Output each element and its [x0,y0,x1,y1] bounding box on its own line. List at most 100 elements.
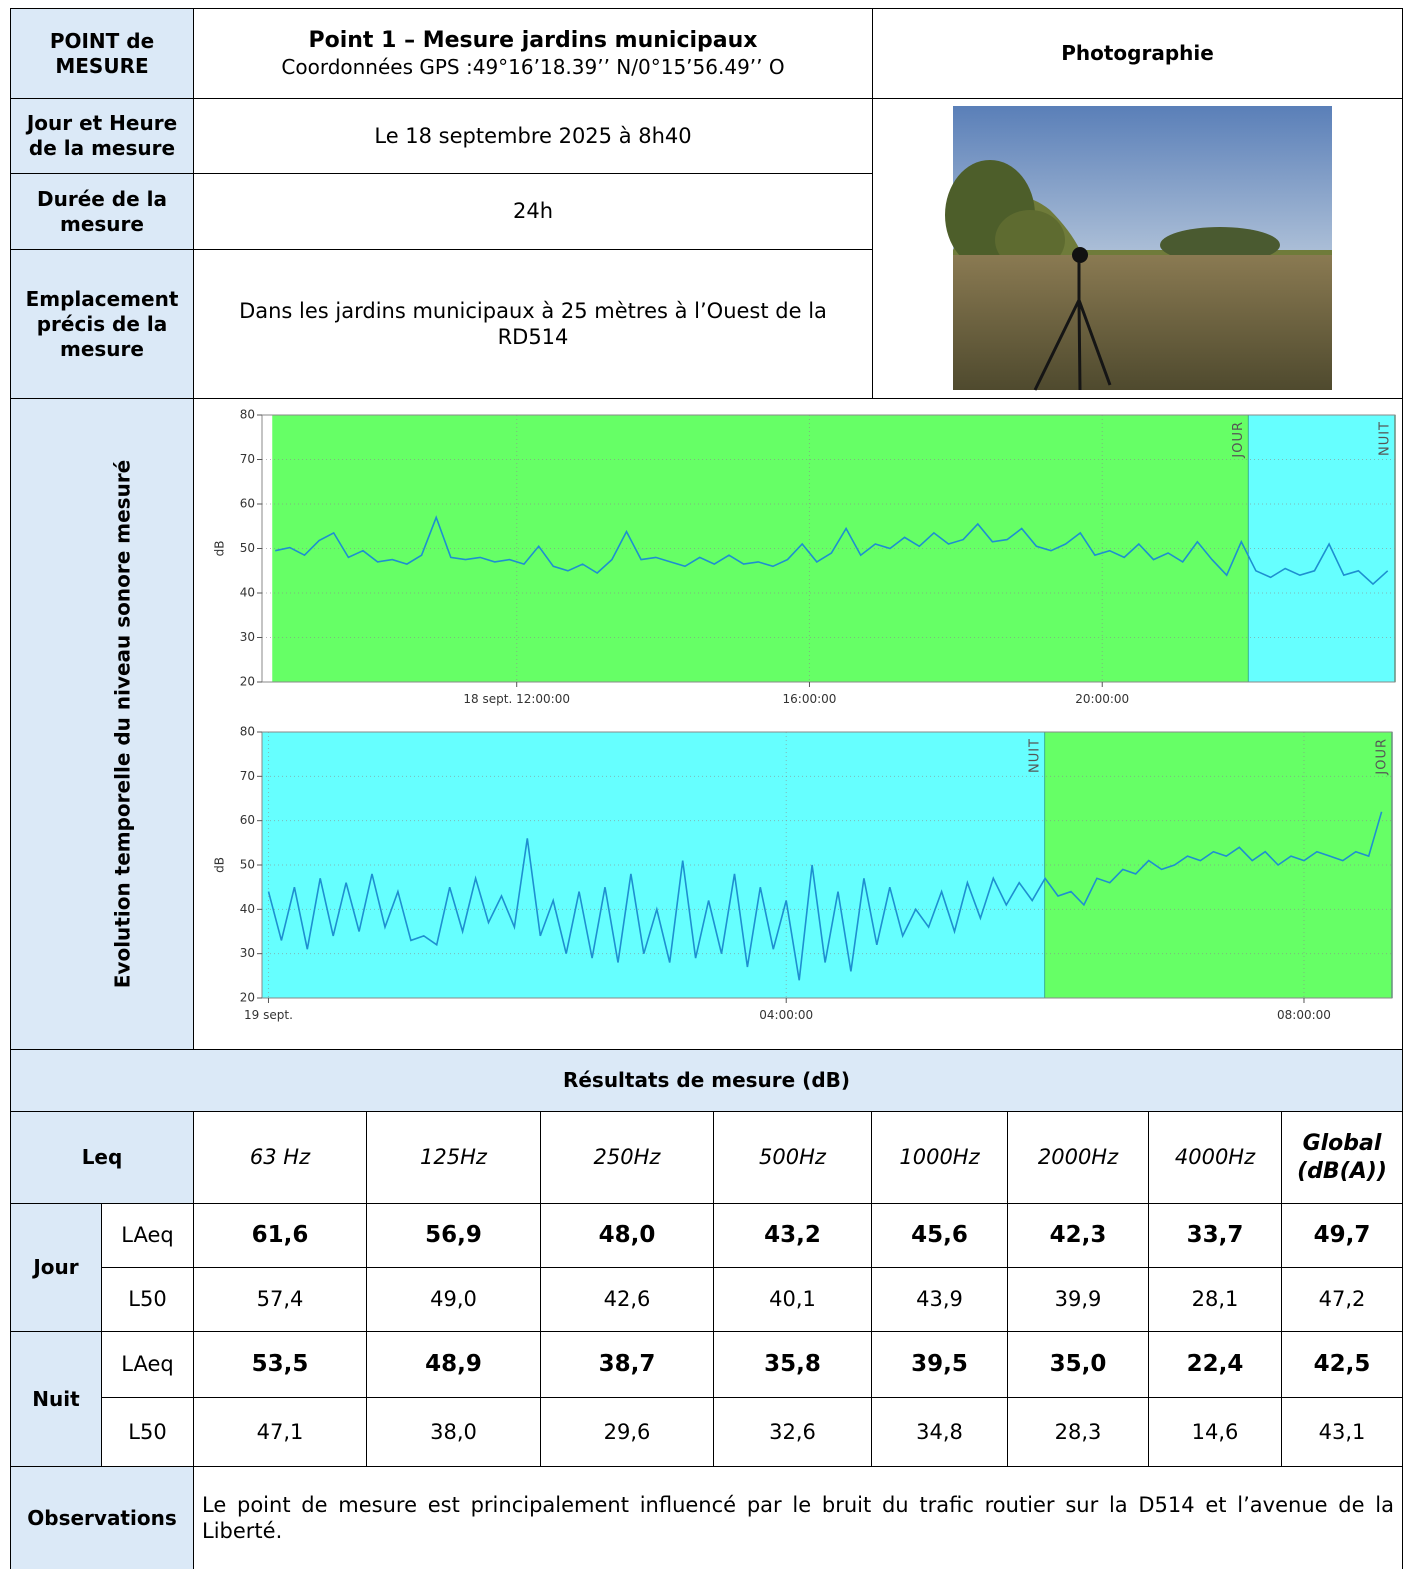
point-label-text: POINT de MESURE [19,29,185,79]
result-value: 35,8 [713,1331,871,1397]
leq-header: Leq [10,1111,193,1203]
result-value: 49,0 [366,1267,540,1331]
result-value: 57,4 [193,1267,366,1331]
period-name-text: Jour [33,1255,78,1280]
indicator-label-text: LAeq [121,1222,173,1248]
indicator-label: LAeq [101,1331,193,1397]
period-name: Nuit [10,1331,101,1466]
result-value: 42,3 [1007,1203,1148,1267]
result-value-text: 33,7 [1187,1221,1244,1250]
result-value-text: 28,3 [1055,1419,1102,1445]
result-value-text: 35,8 [764,1350,821,1379]
frequency-header-text: 1000Hz [899,1144,979,1170]
point-label: POINT de MESURE [10,8,193,98]
period-name: Jour [10,1203,101,1331]
frequency-header-text: 2000Hz [1038,1144,1118,1170]
result-value-text: 49,7 [1314,1221,1371,1250]
info-value: 24h [193,173,872,249]
result-value: 49,7 [1281,1203,1403,1267]
result-value-text: 48,0 [599,1221,656,1250]
result-value-text: 39,5 [911,1350,968,1379]
result-value: 38,7 [540,1331,713,1397]
frequency-header-text: 500Hz [759,1144,826,1170]
result-value: 42,5 [1281,1331,1403,1397]
observations-text-text: Le point de mesure est principalement in… [202,1492,1394,1545]
result-value-text: 47,1 [257,1419,304,1445]
frequency-header: 250Hz [540,1111,713,1203]
indicator-label: LAeq [101,1203,193,1267]
result-value-text: 56,9 [425,1221,482,1250]
result-value-text: 40,1 [769,1286,816,1312]
info-label: Emplacement précis de la mesure [10,249,193,398]
result-value-text: 38,7 [599,1350,656,1379]
result-value: 34,8 [871,1397,1007,1466]
frequency-header: 500Hz [713,1111,871,1203]
info-value-text: 24h [513,198,553,224]
result-value-text: 61,6 [252,1221,309,1250]
info-label-text: Jour et Heure de la mesure [19,111,185,161]
result-value: 39,5 [871,1331,1007,1397]
photo-label-text: Photographie [1061,41,1214,66]
result-value: 56,9 [366,1203,540,1267]
frequency-header: 63 Hz [193,1111,366,1203]
result-value-text: 42,6 [604,1286,651,1312]
result-value: 48,9 [366,1331,540,1397]
results-title-text: Résultats de mesure (dB) [563,1068,850,1093]
indicator-label: L50 [101,1397,193,1466]
result-value: 43,2 [713,1203,871,1267]
frequency-header: 125Hz [366,1111,540,1203]
results-title: Résultats de mesure (dB) [10,1049,1403,1111]
result-value-text: 47,2 [1319,1286,1366,1312]
info-value: Dans les jardins municipaux à 25 mètres … [193,249,872,398]
result-value-text: 32,6 [769,1419,816,1445]
result-value: 28,1 [1148,1267,1281,1331]
result-value: 48,0 [540,1203,713,1267]
observations-text: Le point de mesure est principalement in… [193,1466,1403,1569]
result-value: 35,0 [1007,1331,1148,1397]
result-value-text: 49,0 [430,1286,477,1312]
indicator-label-text: L50 [128,1419,166,1445]
info-value-text: Dans les jardins municipaux à 25 mètres … [202,298,864,351]
result-value-text: 29,6 [604,1419,651,1445]
point-title-text: Point 1 – Mesure jardins municipaux [308,27,757,55]
photo-cell [872,98,1403,398]
frequency-header-text: 4000Hz [1175,1144,1255,1170]
frequency-header-text: 125Hz [420,1144,487,1170]
period-name-text: Nuit [32,1387,79,1412]
photo-label: Photographie [872,8,1403,98]
indicator-label-text: L50 [128,1286,166,1312]
result-value-text: 45,6 [911,1221,968,1250]
result-value-text: 38,0 [430,1419,477,1445]
result-value: 28,3 [1007,1397,1148,1466]
result-value-text: 53,5 [252,1350,309,1379]
info-value: Le 18 septembre 2025 à 8h40 [193,98,872,173]
result-value-text: 39,9 [1055,1286,1102,1312]
frequency-header-text: Global (dB(A)) [1284,1130,1400,1185]
observations-label-text: Observations [27,1506,176,1531]
result-value-text: 43,1 [1319,1419,1366,1445]
chart-cell [193,398,1403,1049]
result-value: 42,6 [540,1267,713,1331]
result-value: 39,9 [1007,1267,1148,1331]
frequency-header: 4000Hz [1148,1111,1281,1203]
frequency-header: 2000Hz [1007,1111,1148,1203]
frequency-header: 1000Hz [871,1111,1007,1203]
result-value: 53,5 [193,1331,366,1397]
frequency-header-text: 250Hz [594,1144,661,1170]
result-value-text: 42,5 [1314,1350,1371,1379]
info-label-text: Emplacement précis de la mesure [19,287,185,362]
info-label: Durée de la mesure [10,173,193,249]
result-value: 43,9 [871,1267,1007,1331]
result-value-text: 43,2 [764,1221,821,1250]
frequency-header-text: 63 Hz [250,1144,310,1170]
result-value-text: 14,6 [1192,1419,1239,1445]
result-value-text: 43,9 [916,1286,963,1312]
info-label: Jour et Heure de la mesure [10,98,193,173]
result-value: 33,7 [1148,1203,1281,1267]
result-value: 40,1 [713,1267,871,1331]
result-value: 61,6 [193,1203,366,1267]
result-value: 22,4 [1148,1331,1281,1397]
chart-label-cell [10,398,193,1049]
result-value-text: 48,9 [425,1350,482,1379]
